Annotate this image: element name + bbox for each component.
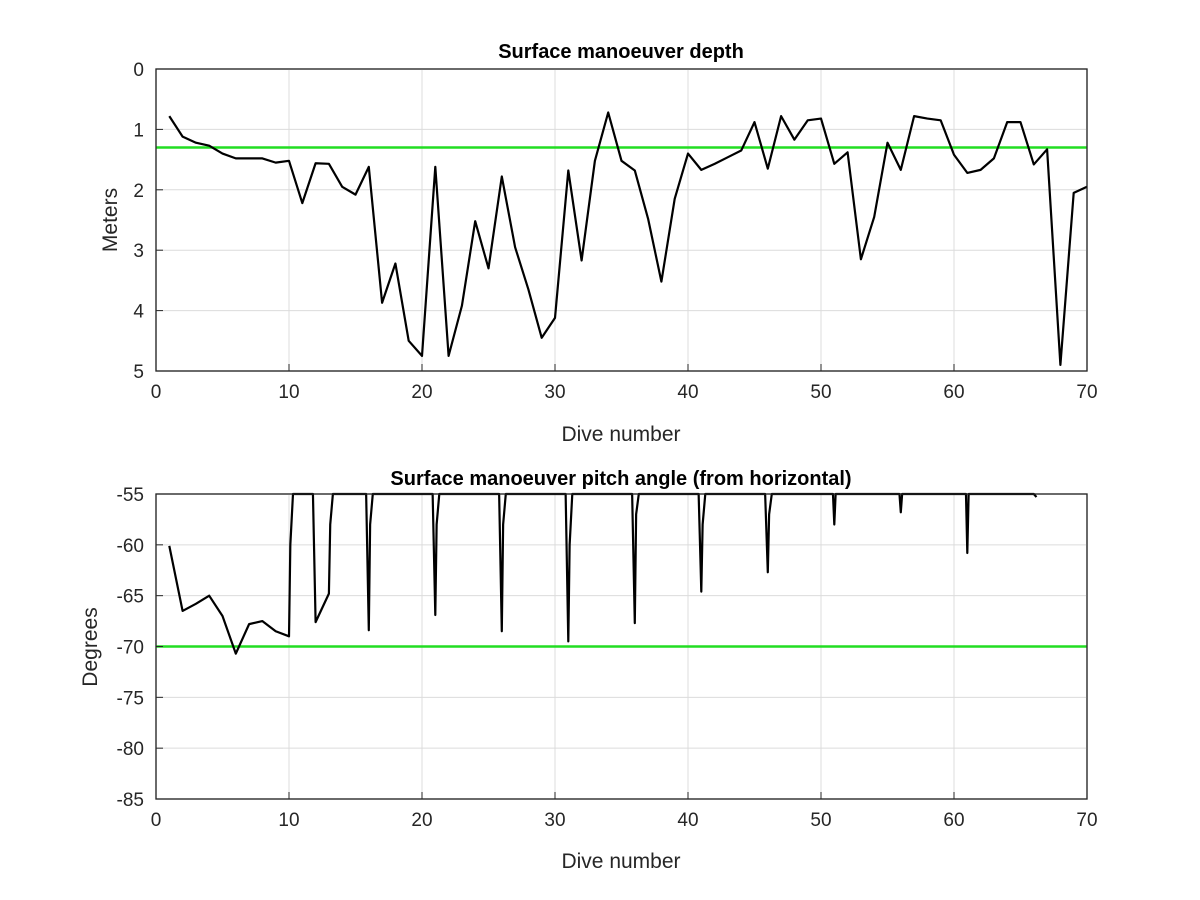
pitch-series-line <box>168 492 1038 655</box>
depth-x-tick-label: 40 <box>677 382 698 403</box>
depth-x-tick-label: 50 <box>810 382 831 403</box>
depth-x-tick-label: 30 <box>544 382 565 403</box>
pitch-x-tick-label: 60 <box>943 810 964 831</box>
depth-x-tick-label: 10 <box>278 382 299 403</box>
pitch-x-tick-label: 50 <box>810 810 831 831</box>
pitch-x-tick-label: 30 <box>544 810 565 831</box>
pitch-x-tick-label: 20 <box>411 810 432 831</box>
depth-y-tick-label: 2 <box>133 181 144 202</box>
pitch-y-tick-label: -60 <box>117 536 144 557</box>
depth-series-line <box>168 111 1088 367</box>
depth-x-tick-label: 70 <box>1076 382 1097 403</box>
pitch-chart: 0 10 20 30 40 50 60 70 -55 -60 -65 -70 -75 -80 -85 Su… <box>79 468 1098 873</box>
depth-plot-area <box>155 68 1088 372</box>
pitch-x-tick-label: 40 <box>677 810 698 831</box>
depth-y-ticks: 0 1 2 3 4 5 <box>133 60 163 383</box>
pitch-chart-title: Surface manoeuver pitch angle (from hori… <box>390 468 851 490</box>
pitch-y-axis-label: Degrees <box>79 607 102 686</box>
depth-x-tick-label: 20 <box>411 382 432 403</box>
pitch-y-ticks: -55 -60 -65 -70 -75 -80 -85 <box>117 485 163 811</box>
pitch-y-tick-label: -65 <box>117 587 144 608</box>
pitch-y-tick-label: -85 <box>117 790 144 811</box>
depth-chart-title: Surface manoeuver depth <box>498 41 744 63</box>
depth-plot-border <box>155 68 1088 372</box>
pitch-x-tick-label: 70 <box>1076 810 1097 831</box>
pitch-x-tick-label: 10 <box>278 810 299 831</box>
depth-y-tick-label: 5 <box>133 362 144 383</box>
depth-y-tick-label: 3 <box>133 241 144 262</box>
depth-y-tick-label: 4 <box>133 302 144 323</box>
pitch-y-tick-label: -80 <box>117 739 144 760</box>
pitch-x-tick-label: 0 <box>151 810 162 831</box>
depth-y-tick-label: 1 <box>133 120 144 141</box>
depth-x-tick-label: 0 <box>151 382 162 403</box>
depth-x-tick-label: 60 <box>943 382 964 403</box>
pitch-y-tick-label: -75 <box>117 688 144 709</box>
depth-y-axis-label: Meters <box>99 188 122 252</box>
depth-x-ticks: 0 10 20 30 40 50 60 70 <box>151 364 1098 403</box>
depth-x-axis-label: Dive number <box>561 423 680 446</box>
pitch-y-tick-label: -70 <box>117 638 144 659</box>
pitch-y-tick-label: -55 <box>117 485 144 506</box>
depth-y-tick-label: 0 <box>133 60 144 81</box>
depth-chart: 0 10 20 30 40 50 60 70 0 1 2 3 4 5 Surface manoeuver… <box>99 41 1098 446</box>
pitch-x-ticks: 0 10 20 30 40 50 60 70 <box>151 792 1098 831</box>
pitch-x-axis-label: Dive number <box>561 850 680 873</box>
